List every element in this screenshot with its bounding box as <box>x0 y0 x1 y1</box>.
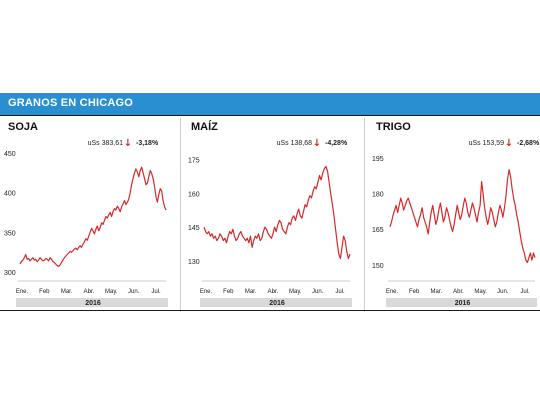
maiz-y-tick-label: 145 <box>188 225 200 232</box>
maiz-year-label: 2016 <box>269 300 285 307</box>
trigo-month-label: Abr. <box>453 289 464 295</box>
maiz-price-label: uSs 138,68 <box>277 140 313 147</box>
trigo-month-label: Jul. <box>520 289 530 295</box>
soja-month-label: Ene. <box>16 289 29 295</box>
maiz-y-tick-label: 160 <box>188 191 200 198</box>
soja-y-tick-label: 450 <box>4 151 16 158</box>
soja-year-label: 2016 <box>85 300 101 307</box>
trigo-year-band <box>386 298 537 307</box>
maiz-change-label: -4,28% <box>325 140 348 147</box>
trigo-y-tick-label: 195 <box>372 156 384 163</box>
maiz-down-arrow-icon: ↓ <box>313 138 321 149</box>
maiz-month-label: Abr. <box>268 289 279 295</box>
maiz-y-tick-label: 175 <box>188 158 200 165</box>
trigo-month-label: Mar. <box>430 289 442 295</box>
header-bar: GRANOS EN CHICAGO <box>0 93 540 115</box>
maiz-month-label: Jul. <box>335 289 345 295</box>
maiz-month-label: Ene. <box>200 289 213 295</box>
trigo-month-label: May. <box>474 289 487 295</box>
maiz-month-label: Feb <box>223 289 234 295</box>
soja-month-label: Jul. <box>151 289 161 295</box>
trigo-change-label: -2,68% <box>517 140 540 147</box>
soja-y-tick-label: 400 <box>4 191 16 198</box>
trigo-year-label: 2016 <box>455 300 471 307</box>
maiz-title: MAÍZ <box>191 121 218 133</box>
maiz-year-band <box>200 298 352 307</box>
header-rule <box>0 115 540 116</box>
soja-y-tick-label: 300 <box>4 270 16 277</box>
maiz-series-line <box>203 165 351 260</box>
trigo-title: TRIGO <box>376 121 411 133</box>
trigo-y-tick-label: 180 <box>372 191 384 198</box>
soja-month-label: Jun. <box>128 289 140 295</box>
trigo-y-tick-label: 165 <box>372 227 384 234</box>
maiz-month-label: Jun. <box>312 289 324 295</box>
soja-price-label: uSs 383,61 <box>88 140 124 147</box>
trigo-month-label: Feb <box>409 289 420 295</box>
header-title: GRANOS EN CHICAGO <box>8 97 134 109</box>
trigo-series-line <box>389 169 536 264</box>
panel-separator-2 <box>364 118 365 312</box>
trigo-month-label: Ene. <box>386 289 399 295</box>
soja-series-line <box>19 166 167 267</box>
trigo-price-label: uSs 153,59 <box>469 140 505 147</box>
soja-month-label: Mar. <box>61 289 73 295</box>
soja-month-label: May. <box>105 289 118 295</box>
soja-month-label: Abr. <box>84 289 95 295</box>
maiz-month-label: May. <box>289 289 302 295</box>
soja-change-label: -3,18% <box>136 140 159 147</box>
soja-title: SOJA <box>8 121 38 133</box>
trigo-month-label: Jun. <box>497 289 509 295</box>
soja-month-label: Feb <box>39 289 50 295</box>
soja-year-band <box>16 298 168 307</box>
panel-separator-1 <box>180 118 181 312</box>
maiz-month-label: Mar. <box>245 289 257 295</box>
maiz-y-tick-label: 130 <box>188 259 200 266</box>
soja-y-tick-label: 350 <box>4 230 16 237</box>
trigo-y-tick-label: 150 <box>372 263 384 270</box>
trigo-down-arrow-icon: ↓ <box>505 138 513 149</box>
soja-down-arrow-icon: ↓ <box>124 138 132 149</box>
bottom-rule <box>0 310 540 311</box>
